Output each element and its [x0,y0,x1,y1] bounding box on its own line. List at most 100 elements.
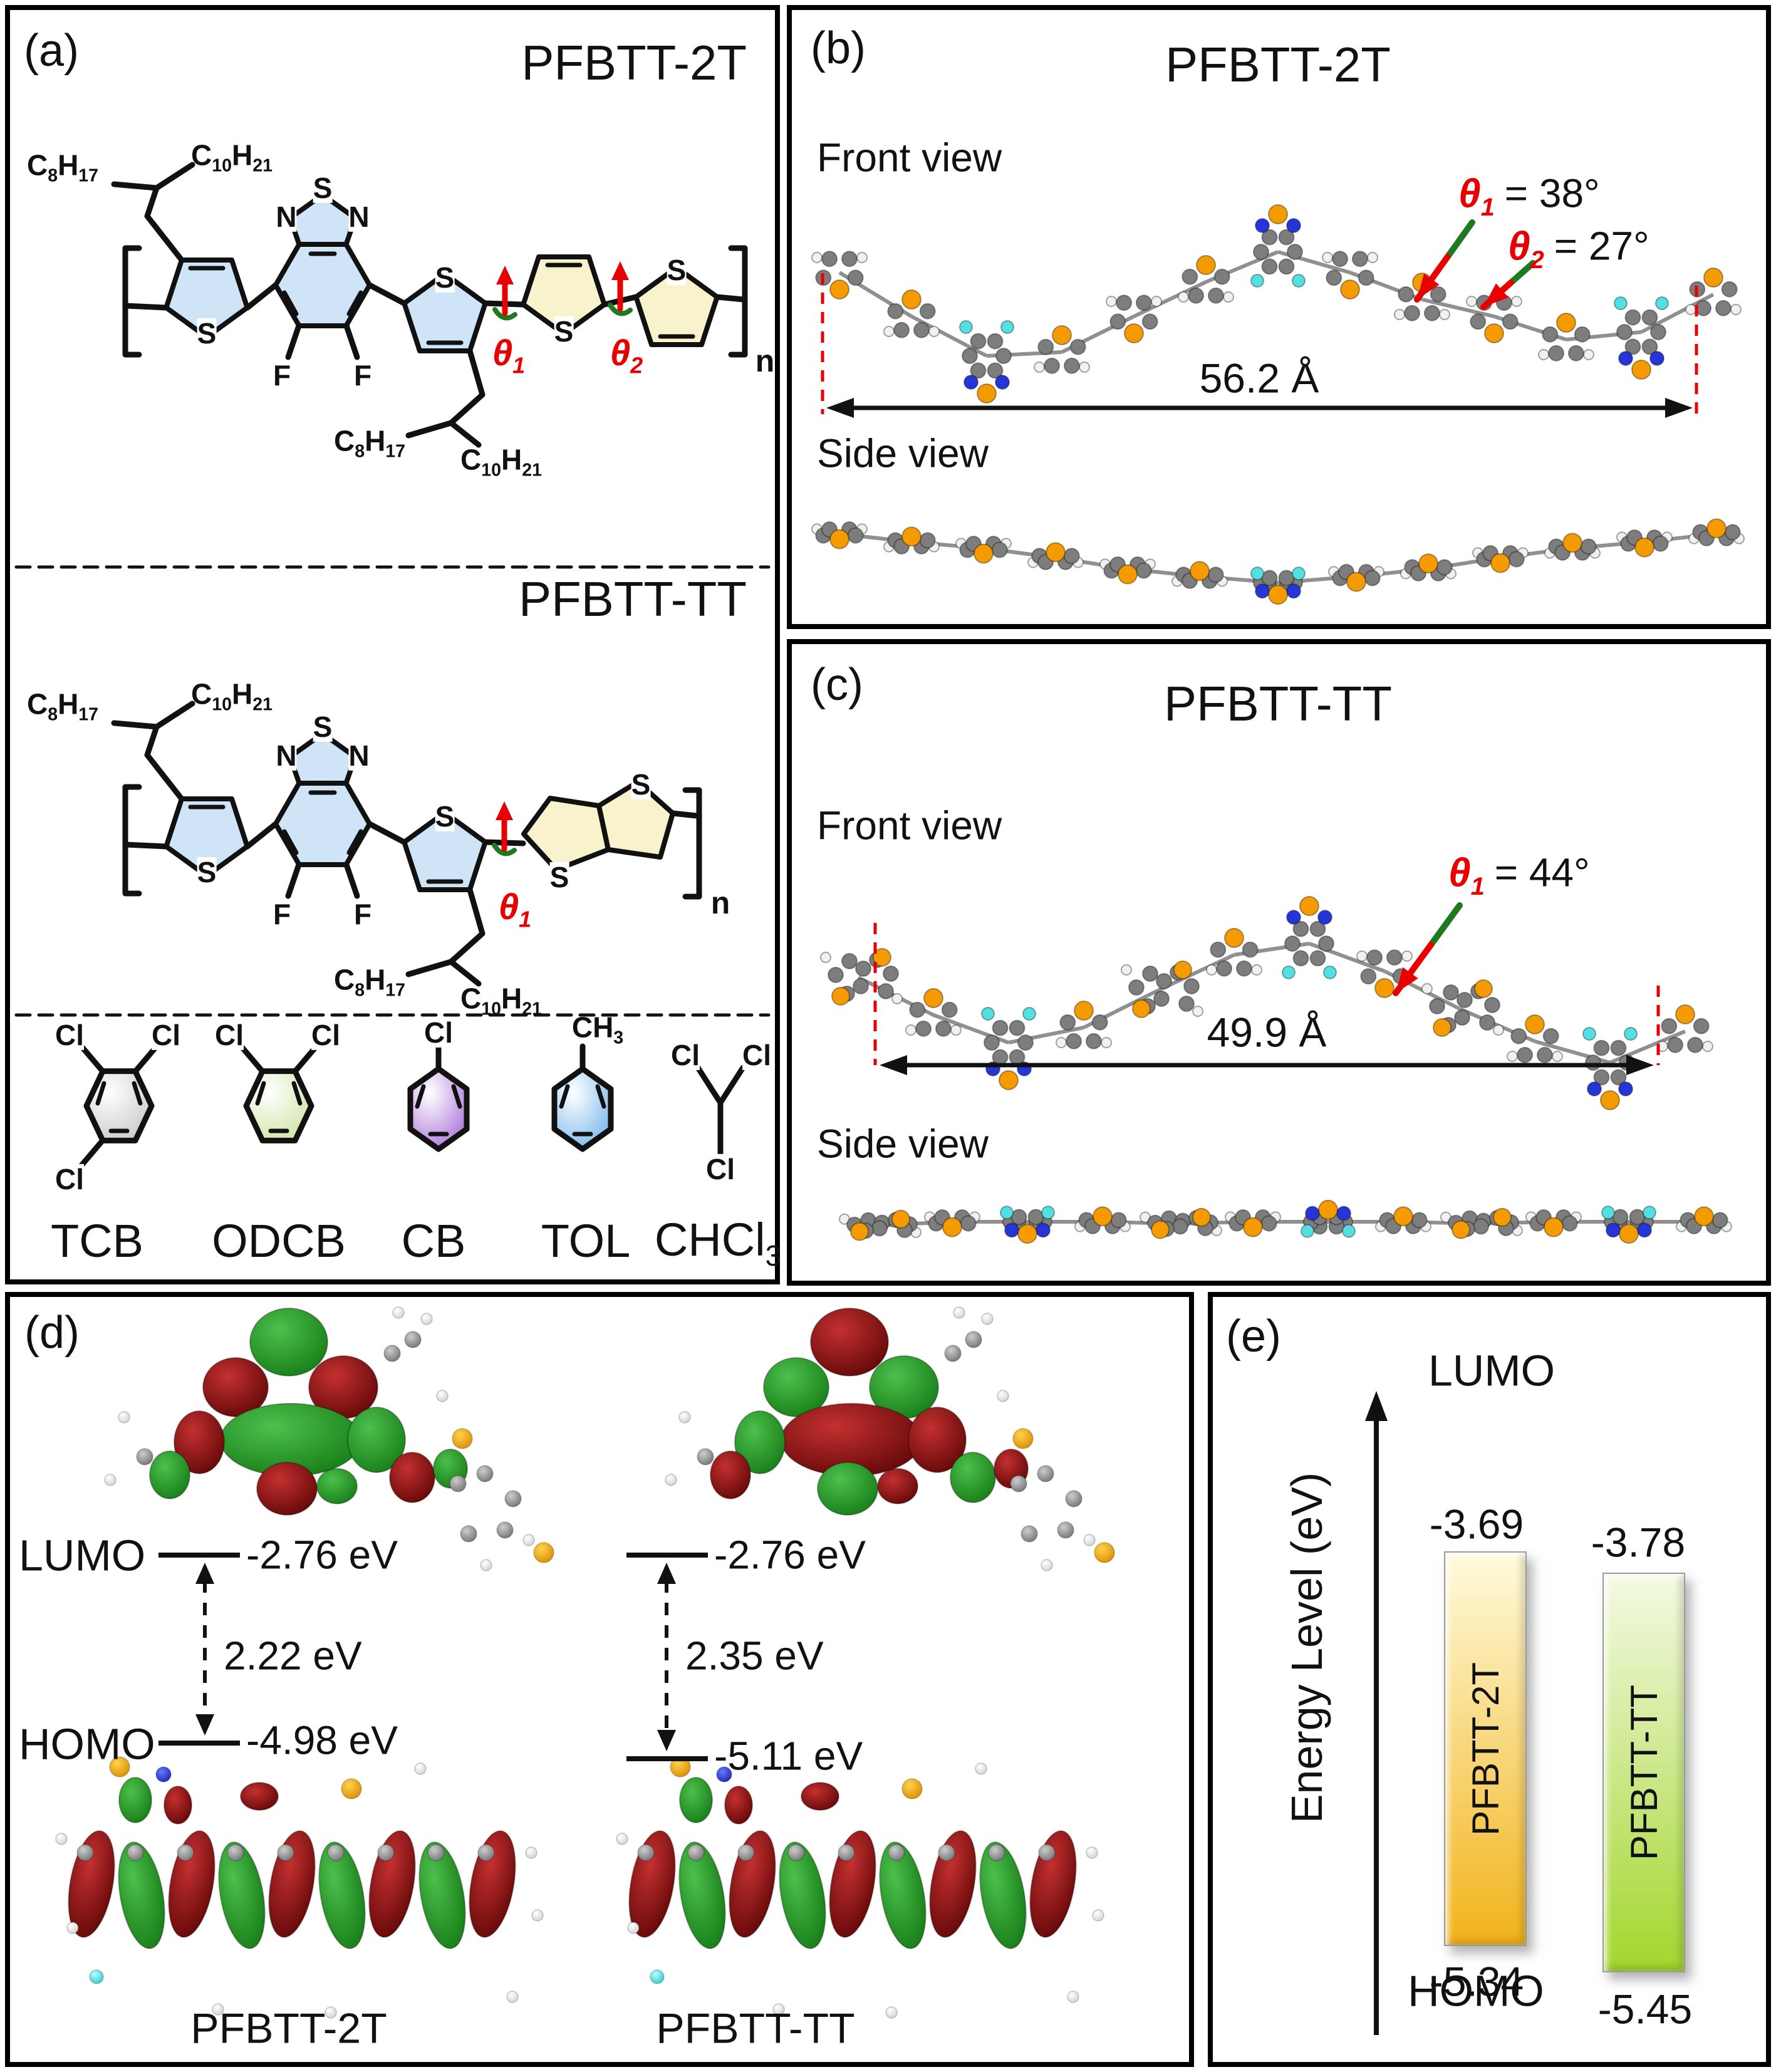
chlorine-label: Cl [424,1016,453,1049]
theta1-symbol-c: θ1 [1448,850,1485,901]
bar2-name: PFBTT-TT [1623,1685,1665,1860]
repeat-label: n [755,343,775,378]
bar1-homo-value: -5.34 [1429,1958,1524,2005]
theta1-degrees: = 38° [1504,170,1600,216]
side-view-label-c: Side view [817,1121,989,1167]
solvent-name-odcb: ODCB [212,1215,346,1268]
homo-energy-left: -4.98 eV [246,1717,398,1763]
theta2-value-b: θ2 = 27° [1508,225,1649,273]
lumo-label: LUMO [19,1531,146,1580]
theta1-symbol: θ1 [1458,170,1495,222]
front-view-label-b: Front view [817,135,1002,180]
sulfur-label: S [667,253,687,286]
panel-b-model-art [811,204,1745,605]
homo-label-e: HOMO [1408,1966,1544,2016]
chlorine-label: Cl [706,1152,735,1185]
bar2-lumo-value: -3.78 [1591,1519,1686,1566]
fluorine-label: F [273,897,291,930]
fluorine-label: F [353,897,372,930]
side-chain-label: C10H21 [460,982,542,1019]
panel-e: (e) LUMO HOMO Energy Level (eV) -3.69 -5… [1208,1292,1771,2067]
polymer1-title: PFBTT-2T [521,35,747,90]
chlorine-label: Cl [742,1038,771,1071]
energy-axis-label: Energy Level (eV) [1282,1472,1331,1824]
nitrogen-label: N [348,200,370,233]
repeat-label: n [710,885,730,920]
lumo-energy-right: -2.76 eV [714,1532,866,1578]
sulfur-label: S [313,171,333,204]
theta1-value-c: θ1 = 44° [1448,851,1590,900]
sulfur-label: S [435,261,455,294]
panel-b: (b) PFBTT-2T Front view Side view θ1 = 38… [787,5,1771,629]
panel-a-structures-art [14,162,771,1169]
sulfur-label: S [549,860,569,893]
nitrogen-label: N [348,739,370,772]
lumo-energy-left: -2.76 eV [246,1532,398,1578]
chlorine-label: Cl [311,1018,340,1051]
theta2-symbol: θ2 [1508,223,1544,274]
theta1-label: θ1 [492,332,526,378]
panel-e-tag: (e) [1226,1311,1281,1361]
side-chain-label: C10H21 [191,138,273,176]
solvent-name-tcb: TCB [51,1215,143,1268]
theta2-label: θ2 [610,332,643,378]
panel-c-title: PFBTT-TT [1164,676,1392,732]
theta1-label-2: θ1 [498,886,532,932]
length-label-b: 56.2 Å [1199,355,1319,402]
solvent-name-tol: TOL [541,1215,631,1268]
energy-bar-pfbtt-tt: PFBTT-TT [1602,1573,1685,1972]
gap-energy-left: 2.22 eV [224,1633,362,1679]
panel-c: (c) PFBTT-TT Front view Side view θ1 = 44… [787,639,1771,1286]
sulfur-label: S [554,315,574,348]
fluorine-label: F [353,358,372,392]
nitrogen-label: N [276,739,297,772]
methyl-label: CH3 [571,1011,624,1048]
polymer2-title: PFBTT-TT [519,571,747,627]
theta2-degrees: = 27° [1554,223,1649,269]
theta1-value-b: θ1 = 38° [1458,172,1600,221]
sulfur-label: S [197,316,217,350]
side-chain-label: C10H21 [191,677,273,715]
panel-c-model-art [820,896,1732,1244]
sulfur-label: S [313,710,333,743]
panel-d-orbitals-art [55,1306,1115,2019]
sulfur-label: S [631,768,651,801]
chlorine-label: Cl [152,1018,180,1051]
side-view-label-b: Side view [817,430,989,476]
sulfur-label: S [197,855,217,888]
homo-energy-right: -5.11 eV [714,1733,863,1779]
panel-c-tag: (c) [811,660,863,710]
panel-d: (d) LUMO HOMO -2.76 eV -2.76 eV -4.98 eV… [5,1292,1194,2067]
chlorine-label: Cl [55,1018,84,1051]
lumo-label-e: LUMO [1428,1346,1555,1395]
homo-label: HOMO [19,1719,155,1769]
length-label-c: 49.9 Å [1207,1009,1327,1056]
side-chain-label: C8H17 [26,687,99,725]
chlorine-label: Cl [55,1162,84,1195]
solvent-name-cb: CB [401,1215,466,1268]
panel-a-tag: (a) [24,26,79,76]
gap-energy-right: 2.35 eV [685,1633,824,1679]
panel-d-tag: (d) [24,1308,80,1358]
panel-b-title: PFBTT-2T [1165,37,1391,93]
bar2-homo-value: -5.45 [1597,1986,1693,2033]
bar1-name: PFBTT-2T [1464,1662,1507,1836]
panel-e-axis-art [1365,1391,1388,2035]
theta1-degrees-c: = 44° [1494,850,1590,895]
panel-b-tag: (b) [811,23,866,73]
solvent-name-chcl3: CHCl3 [654,1214,782,1272]
sulfur-label: S [435,799,455,833]
side-chain-label: C8H17 [333,424,406,462]
chlorine-label: Cl [215,1018,244,1051]
front-view-label-c: Front view [817,803,1002,848]
molecule-name-left: PFBTT-2T [190,2004,387,2053]
fluorine-label: F [273,358,291,392]
side-chain-label: C8H17 [333,963,406,1001]
side-chain-label: C8H17 [26,148,99,186]
energy-bar-pfbtt-2t: PFBTT-2T [1444,1551,1527,1946]
nitrogen-label: N [276,200,297,233]
side-chain-label: C10H21 [460,443,542,481]
molecule-name-right: PFBTT-TT [656,2004,855,2053]
bar1-lumo-value: -3.69 [1429,1501,1524,1548]
